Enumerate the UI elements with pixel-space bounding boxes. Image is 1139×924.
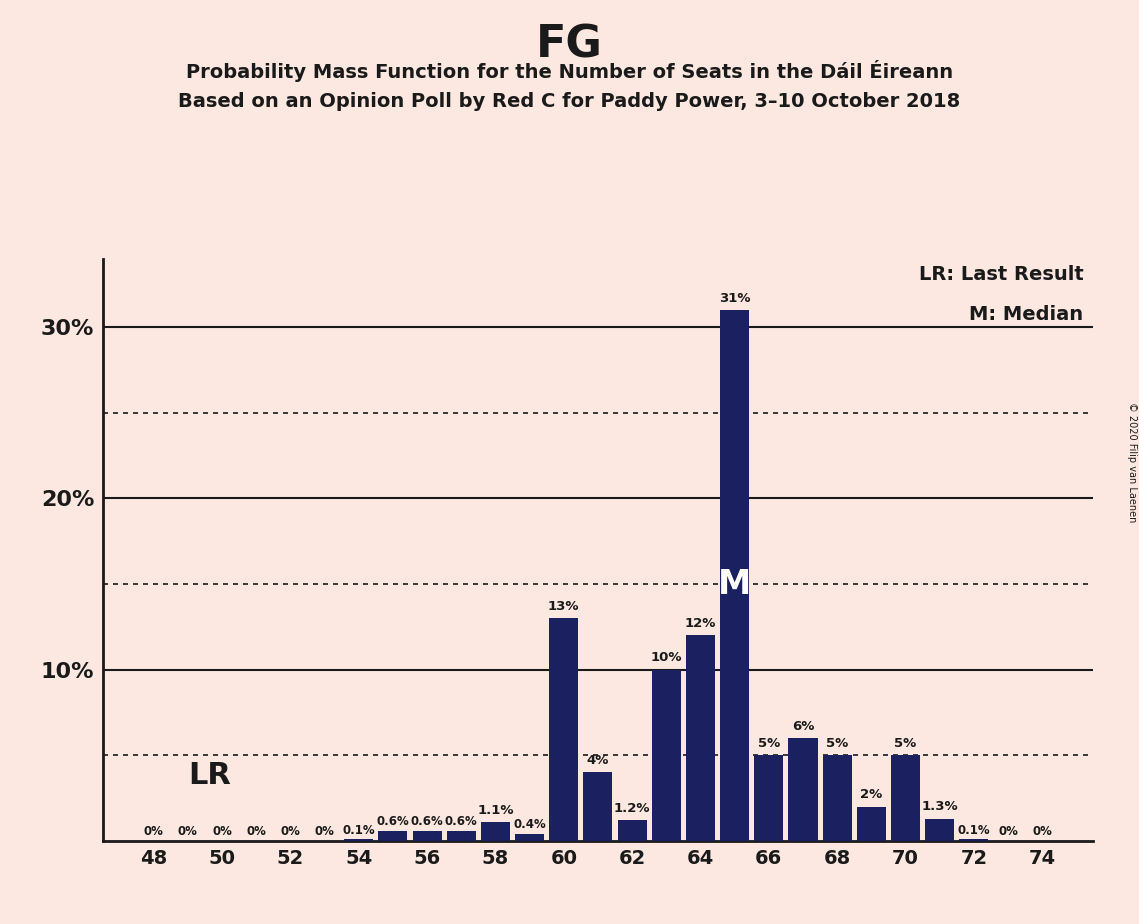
Bar xyxy=(959,839,989,841)
Text: 1.3%: 1.3% xyxy=(921,800,958,813)
Text: 0%: 0% xyxy=(246,825,267,838)
Bar xyxy=(788,738,818,841)
Bar xyxy=(515,834,544,841)
Text: 0%: 0% xyxy=(212,825,232,838)
Text: 4%: 4% xyxy=(587,754,609,767)
Text: 1.2%: 1.2% xyxy=(614,802,650,815)
Text: 12%: 12% xyxy=(685,617,716,630)
Text: M: M xyxy=(718,567,752,601)
Bar xyxy=(686,636,715,841)
Text: 2%: 2% xyxy=(860,788,883,801)
Bar xyxy=(822,755,852,841)
Text: LR: LR xyxy=(188,761,231,790)
Text: 0%: 0% xyxy=(314,825,335,838)
Text: © 2020 Filip van Laenen: © 2020 Filip van Laenen xyxy=(1126,402,1137,522)
Bar xyxy=(549,618,579,841)
Text: 0%: 0% xyxy=(280,825,301,838)
Bar xyxy=(720,310,749,841)
Bar xyxy=(583,772,613,841)
Text: 0%: 0% xyxy=(178,825,198,838)
Text: 0.6%: 0.6% xyxy=(411,815,443,828)
Bar xyxy=(925,819,954,841)
Bar xyxy=(344,839,374,841)
Text: 0.1%: 0.1% xyxy=(958,823,990,836)
Text: M: Median: M: Median xyxy=(969,305,1083,324)
Text: FG: FG xyxy=(536,23,603,67)
Text: Based on an Opinion Poll by Red C for Paddy Power, 3–10 October 2018: Based on an Opinion Poll by Red C for Pa… xyxy=(179,92,960,112)
Text: 0%: 0% xyxy=(1032,825,1052,838)
Text: LR: Last Result: LR: Last Result xyxy=(919,264,1083,284)
Text: 6%: 6% xyxy=(792,720,814,733)
Bar xyxy=(754,755,784,841)
Bar xyxy=(412,831,442,841)
Text: 0%: 0% xyxy=(998,825,1018,838)
Text: 5%: 5% xyxy=(826,737,849,750)
Bar xyxy=(652,670,681,841)
Text: 10%: 10% xyxy=(650,651,682,664)
Bar xyxy=(378,831,408,841)
Text: 31%: 31% xyxy=(719,292,751,305)
Text: 0%: 0% xyxy=(144,825,164,838)
Text: Probability Mass Function for the Number of Seats in the Dáil Éireann: Probability Mass Function for the Number… xyxy=(186,60,953,82)
Text: 13%: 13% xyxy=(548,600,580,614)
Bar xyxy=(891,755,920,841)
Bar xyxy=(446,831,476,841)
Text: 0.6%: 0.6% xyxy=(445,815,477,828)
Text: 1.1%: 1.1% xyxy=(477,804,514,817)
Text: 0.1%: 0.1% xyxy=(343,823,375,836)
Text: 0.4%: 0.4% xyxy=(514,819,546,832)
Bar xyxy=(481,822,510,841)
Bar xyxy=(617,821,647,841)
Bar xyxy=(857,807,886,841)
Text: 0.6%: 0.6% xyxy=(377,815,409,828)
Text: 5%: 5% xyxy=(757,737,780,750)
Text: 5%: 5% xyxy=(894,737,917,750)
